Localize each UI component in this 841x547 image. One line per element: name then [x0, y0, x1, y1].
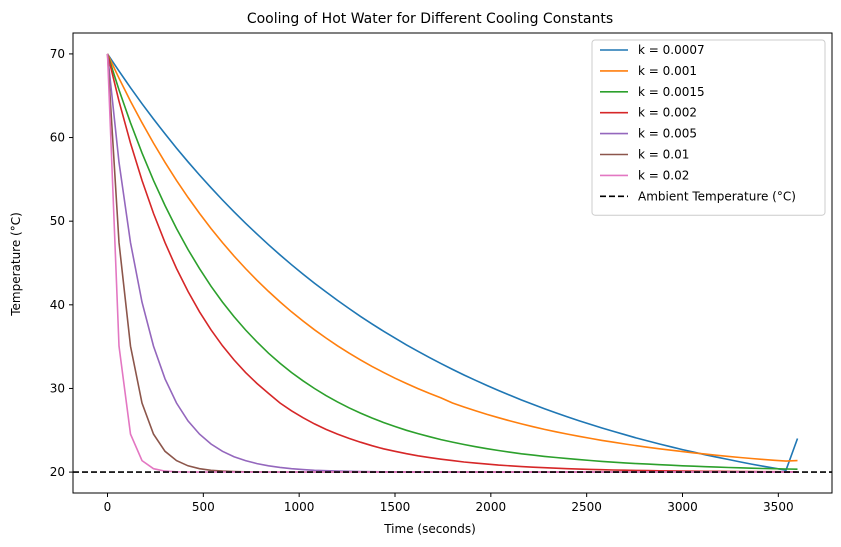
chart-title: Cooling of Hot Water for Different Cooli… — [247, 11, 613, 27]
legend-entry-label: k = 0.02 — [638, 168, 689, 182]
x-tick-label: 2000 — [476, 500, 507, 514]
y-axis-label: Temperature (°C) — [9, 212, 23, 317]
legend-box — [591, 39, 826, 216]
plot-frame — [72, 32, 833, 494]
legend-entry-label: k = 0.001 — [638, 64, 697, 78]
y-tick-label: 70 — [50, 47, 65, 61]
x-tick-label: 2500 — [571, 500, 602, 514]
legend-entry-label: k = 0.0007 — [638, 43, 705, 57]
series-line — [106, 53, 798, 470]
plot-area: 0 500 1000 1500 2000 2500 3000 3500 20 30 40 50 60 7… — [50, 32, 833, 514]
x-tick-label: 1000 — [284, 500, 315, 514]
x-tick-label: 500 — [192, 500, 215, 514]
legend-entry-label: k = 0.01 — [638, 148, 689, 162]
y-tick-label: 20 — [50, 465, 65, 479]
series-line — [106, 53, 798, 473]
y-tick-label: 40 — [50, 298, 65, 312]
legend-entry-label: k = 0.002 — [638, 106, 697, 120]
series-line — [106, 53, 799, 472]
legend-entry-label: Ambient Temperature (°C) — [638, 189, 796, 203]
legend: k = 0.0007 k = 0.001 k = 0.0015 k = 0.002 k … — [591, 39, 826, 216]
y-tick-label: 50 — [50, 214, 65, 228]
legend-entry-label: k = 0.0015 — [638, 85, 705, 99]
x-tick-label: 0 — [104, 500, 112, 514]
series-line — [106, 53, 798, 462]
x-axis: 0 500 1000 1500 2000 2500 3000 3500 — [104, 493, 794, 514]
y-tick-label: 30 — [50, 381, 65, 395]
x-tick-label: 3000 — [667, 500, 698, 514]
x-tick-label: 3500 — [763, 500, 794, 514]
y-axis: 20 30 40 50 60 70 — [50, 47, 73, 479]
x-axis-label: Time (seconds) — [383, 522, 476, 536]
legend-entry-label: k = 0.005 — [638, 127, 697, 141]
y-tick-label: 60 — [50, 131, 65, 145]
x-tick-label: 1500 — [380, 500, 411, 514]
